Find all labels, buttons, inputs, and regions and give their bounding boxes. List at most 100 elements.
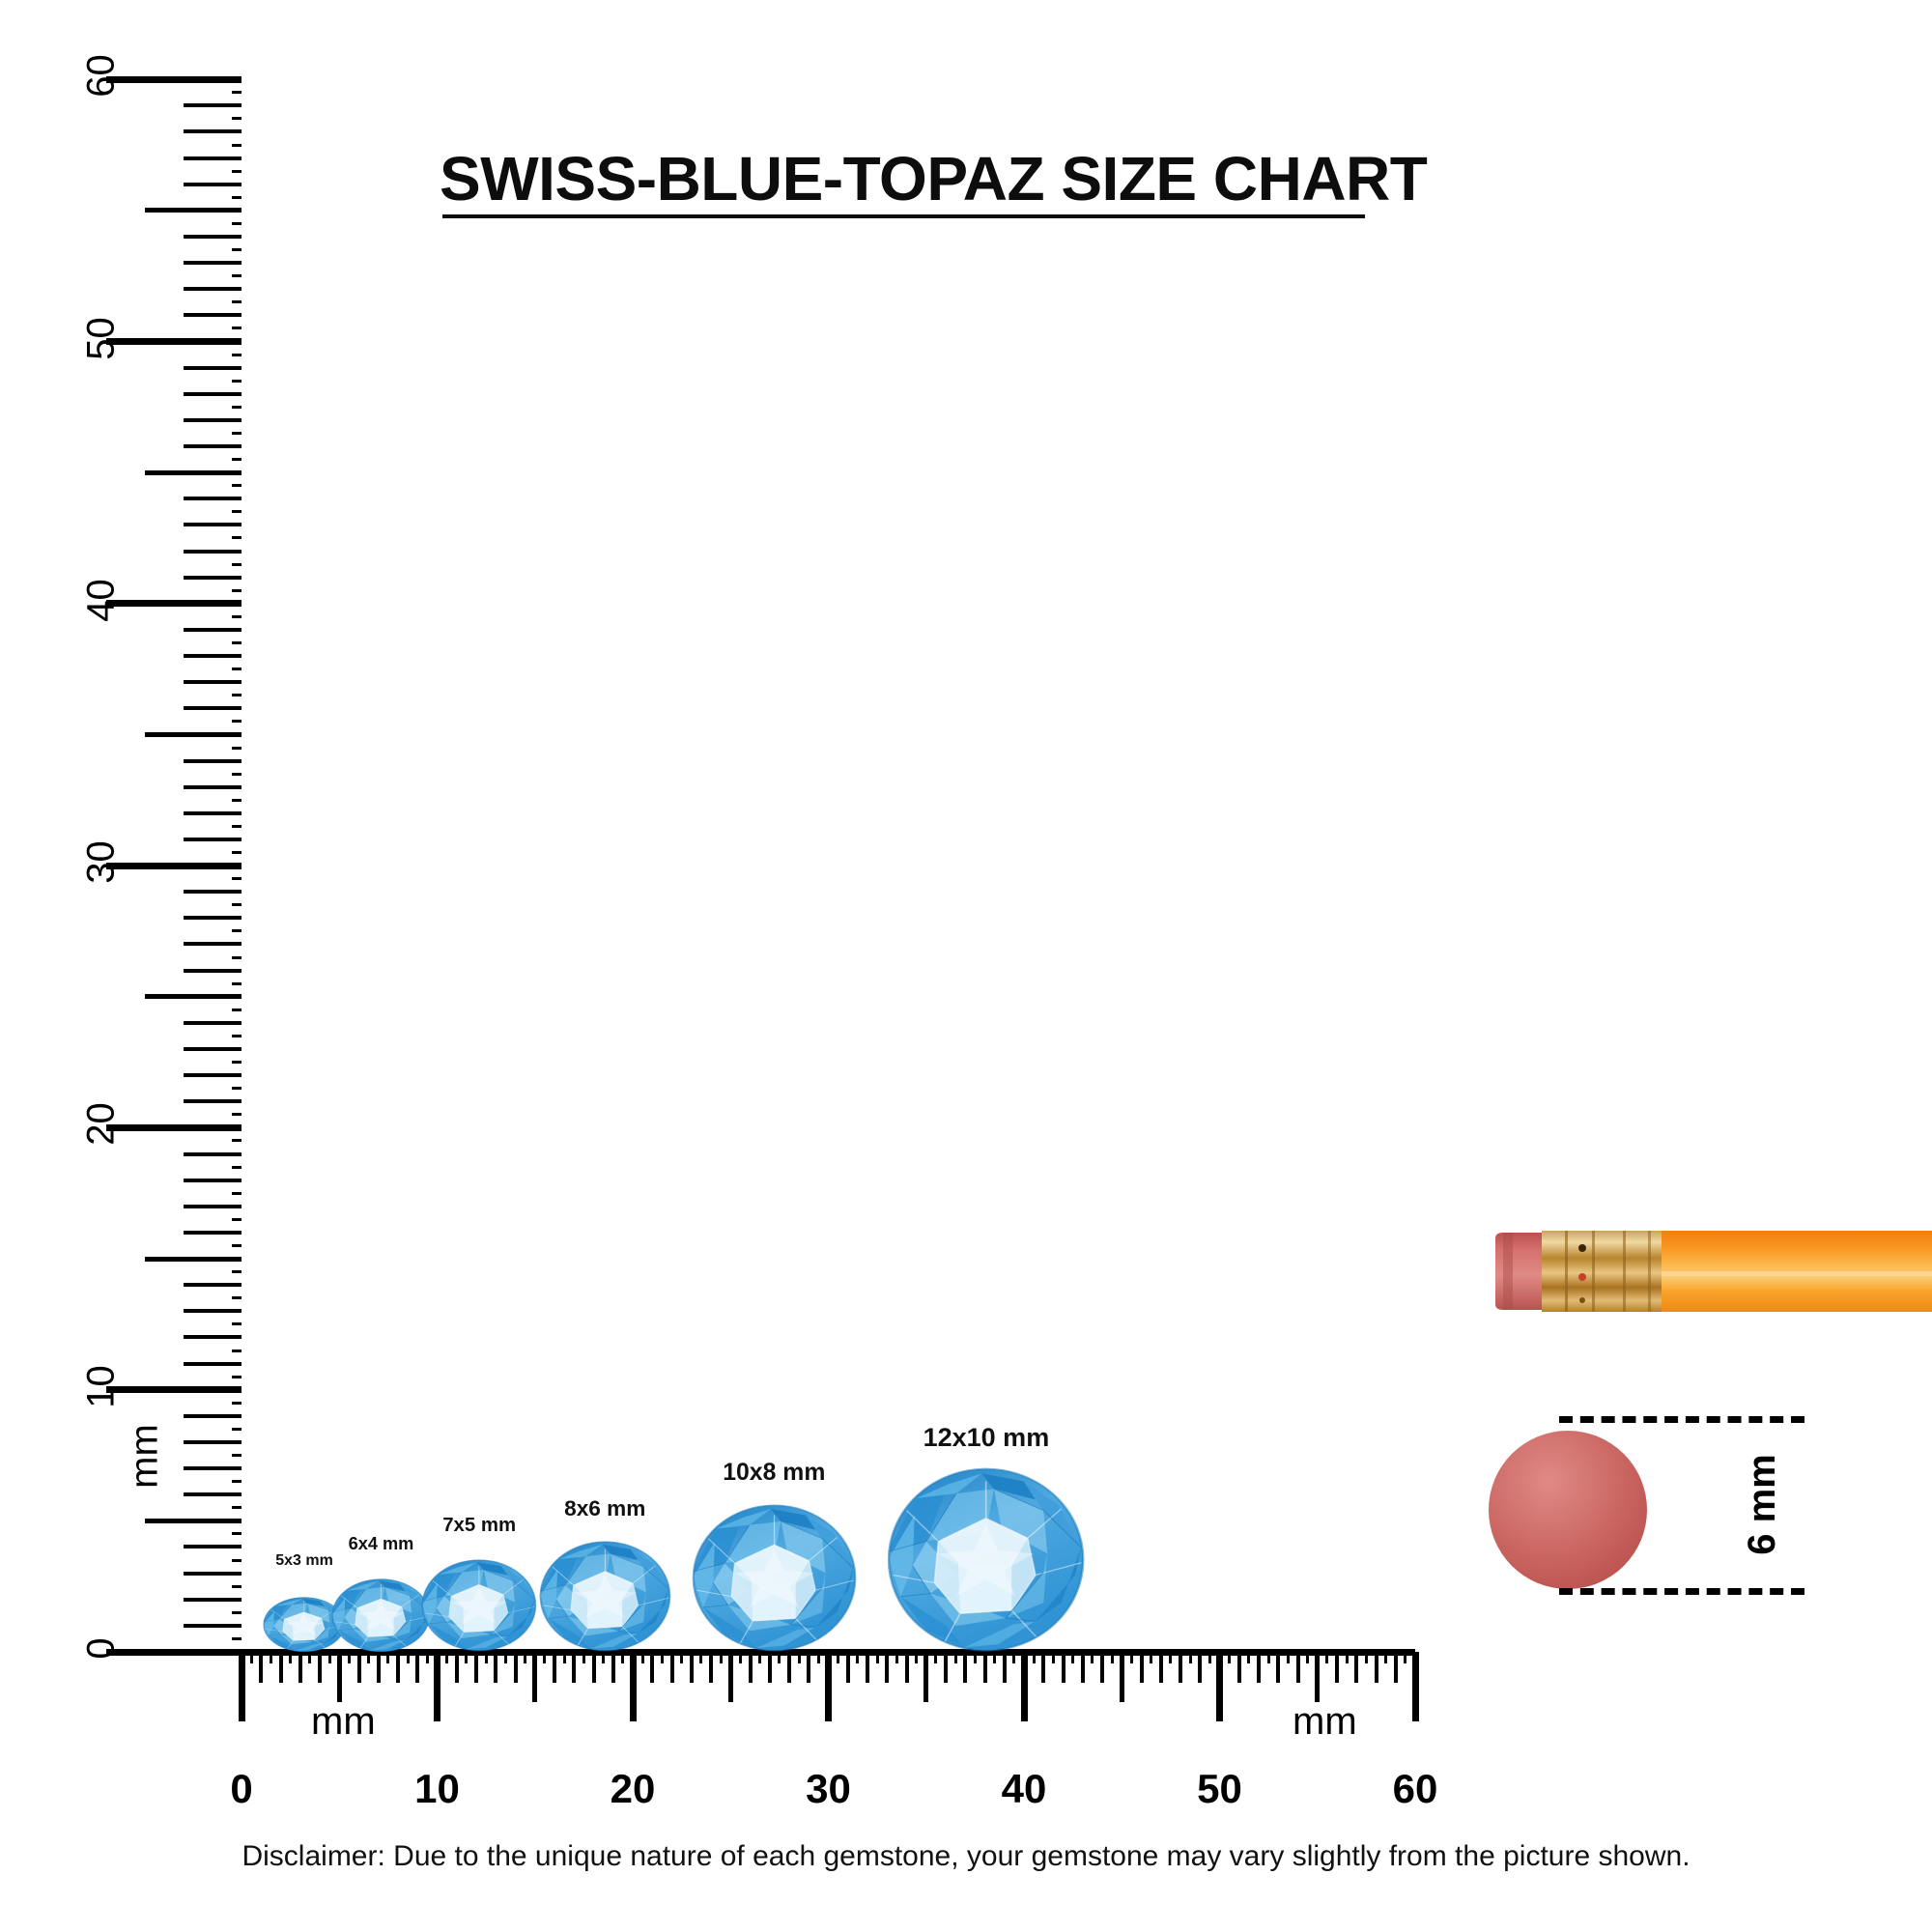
gemstone-item[interactable]: 5x3 mm [263,1552,346,1652]
vertical-ruler-subtick [232,1061,242,1065]
vertical-ruler-subtick [232,798,242,802]
vertical-ruler-subtick [232,1296,242,1300]
horizontal-ruler-subtick [327,1652,331,1663]
vertical-ruler-subtick [232,851,242,855]
vertical-ruler-subtick [232,1454,242,1458]
horizontal-ruler-subtick [895,1652,898,1663]
horizontal-ruler-tick [629,1652,637,1721]
vertical-ruler-subtick [232,746,242,750]
vertical-ruler-subtick [232,274,242,278]
horizontal-ruler-subtick [367,1652,371,1663]
horizontal-ruler-subtick [934,1652,938,1663]
horizontal-ruler-subtick [503,1652,507,1663]
gemstone-size-label: 10x8 mm [723,1460,826,1487]
horizontal-ruler-tick [1002,1652,1007,1683]
vertical-ruler-tick [184,156,242,160]
vertical-ruler-tick [184,758,242,763]
horizontal-ruler-tick [278,1652,283,1683]
gemstone-item[interactable]: 8x6 mm [539,1496,671,1652]
vertical-ruler-label: 20 [79,1102,123,1147]
vertical-ruler-subtick [232,614,242,618]
horizontal-ruler-subtick [738,1652,742,1663]
vertical-ruler-tick [184,523,242,527]
horizontal-ruler-subtick [1110,1652,1114,1663]
vertical-ruler-subtick [232,668,242,671]
vertical-ruler-subtick [232,1427,242,1431]
horizontal-ruler-subtick [386,1652,390,1663]
gemstone-size-label: 5x3 mm [275,1551,333,1569]
pencil-svg [1495,1231,1932,1312]
vertical-ruler-tick [184,837,242,841]
horizontal-ruler-tick [415,1652,420,1683]
horizontal-ruler-subtick [1345,1652,1349,1663]
gemstone-oval-cut [331,1577,431,1652]
horizontal-ruler-tick [727,1652,733,1702]
vertical-ruler-subtick [232,1191,242,1195]
vertical-ruler-tick [184,261,242,266]
horizontal-ruler-subtick [640,1652,644,1663]
eraser-top-dashline [1559,1416,1804,1423]
vertical-ruler-label: 30 [79,840,123,884]
horizontal-ruler-subtick [1071,1652,1075,1663]
horizontal-ruler-tick [356,1652,361,1683]
vertical-ruler-tick [184,810,242,815]
horizontal-ruler-tick [454,1652,459,1683]
horizontal-ruler-subtick [953,1652,957,1663]
horizontal-ruler-subtick [875,1652,879,1663]
horizontal-ruler-tick [748,1652,753,1683]
gemstone-oval-cut [539,1541,671,1652]
horizontal-ruler-label: 10 [414,1766,460,1811]
vertical-ruler-tick [184,654,242,659]
horizontal-ruler-subtick [1051,1652,1055,1663]
vertical-ruler-subtick [232,1322,242,1326]
vertical-ruler-subtick [232,143,242,147]
horizontal-ruler-tick [1179,1652,1182,1683]
horizontal-ruler-subtick [269,1652,272,1663]
gemstone-size-label: 12x10 mm [923,1422,1050,1452]
horizontal-ruler-tick [1041,1652,1046,1683]
vertical-ruler-tick [184,1466,242,1471]
horizontal-ruler-tick [474,1652,478,1683]
horizontal-ruler-subtick [1286,1652,1290,1663]
gemstone-size-label: 7x5 mm [442,1515,517,1537]
vertical-ruler-subtick [232,353,242,356]
vertical-ruler-subtick [232,1034,242,1037]
horizontal-ruler-tick [591,1652,596,1683]
horizontal-ruler-subtick [347,1652,351,1663]
horizontal-ruler-tick [494,1652,498,1683]
vertical-ruler-tick [184,706,242,711]
gemstone-item[interactable]: 7x5 mm [421,1515,537,1652]
gemstone-item[interactable]: 10x8 mm [692,1460,857,1652]
gemstone-item[interactable]: 12x10 mm [887,1423,1085,1652]
vertical-ruler-tick [184,365,242,370]
vertical-ruler-subtick [232,1165,242,1169]
gemstone-item[interactable]: 6x4 mm [331,1534,431,1652]
horizontal-ruler-tick [434,1652,440,1721]
horizontal-ruler-subtick [582,1652,585,1663]
vertical-ruler-subtick [232,929,242,933]
vertical-ruler-tick [106,1386,242,1394]
horizontal-ruler-tick [1139,1652,1144,1683]
horizontal-ruler-subtick [1208,1652,1211,1663]
horizontal-ruler-subtick [915,1652,919,1663]
vertical-ruler-tick [145,208,242,213]
vertical-ruler-subtick [232,195,242,199]
horizontal-ruler-label: 0 [230,1766,253,1811]
vertical-ruler-unit-label: mm [123,1424,166,1489]
horizontal-ruler-subtick [621,1652,625,1663]
horizontal-ruler-subtick [1091,1652,1094,1663]
vertical-ruler-subtick [232,981,242,985]
horizontal-ruler-unit-label-right: mm [1293,1700,1357,1743]
vertical-ruler-subtick [232,903,242,907]
eraser-size-label: 6 mm [1740,1454,1783,1555]
horizontal-ruler-tick [1295,1652,1300,1683]
vertical-ruler-subtick [232,1270,242,1274]
vertical-ruler-tick [145,994,242,1000]
vertical-ruler-tick [106,75,242,83]
vertical-ruler-tick [184,1309,242,1314]
vertical-ruler-tick [184,1204,242,1208]
horizontal-ruler-tick [532,1652,538,1702]
vertical-ruler-subtick [232,117,242,121]
vertical-ruler-tick [184,1230,242,1235]
